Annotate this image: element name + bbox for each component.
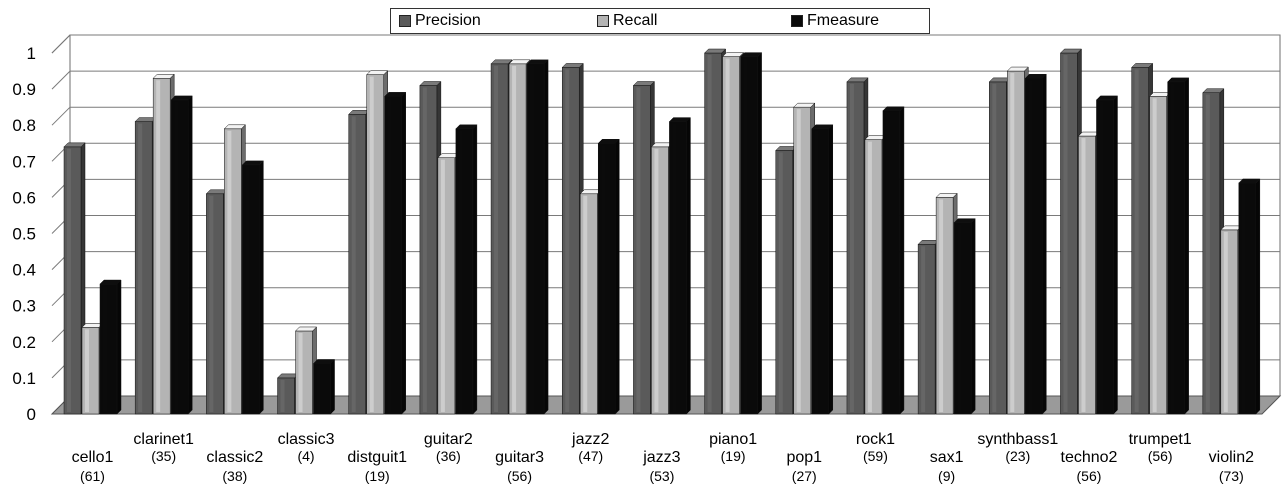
bar-fmeasure-jazz2: [597, 138, 620, 415]
gridline-side: [51, 34, 71, 54]
legend-item-precision: Precision: [399, 12, 481, 30]
bar-fmeasure-piano1: [739, 52, 763, 415]
x-tick-label: pop1: [786, 449, 822, 466]
y-tick-label: 1: [27, 44, 36, 63]
bar-fmeasure-classic3: [312, 358, 336, 415]
x-tick-label: cello1: [72, 449, 114, 466]
x-tick-count: (73): [1219, 468, 1244, 484]
x-tick-label: jazz2: [571, 431, 609, 448]
y-tick-label: 0.4: [12, 261, 36, 280]
x-tick-count: (56): [507, 468, 532, 484]
x-tick-label: clarinet1: [133, 431, 194, 448]
x-tick-label: rock1: [856, 431, 895, 448]
x-tick-count: (36): [436, 448, 461, 464]
x-tick-label: distguit1: [347, 449, 407, 466]
y-tick-label: 0.9: [12, 80, 36, 99]
legend-item-fmeasure: Fmeasure: [791, 12, 879, 30]
bar-fmeasure-sax1: [953, 218, 976, 415]
legend-item-recall: Recall: [597, 12, 657, 30]
x-tick-count: (23): [1005, 448, 1030, 464]
x-tick-count: (56): [1077, 468, 1102, 484]
bar-fmeasure-jazz3: [668, 116, 692, 415]
legend-swatch-recall: [597, 15, 609, 27]
y-tick-label: 0: [27, 405, 36, 424]
x-tick-count: (53): [649, 468, 674, 484]
legend-label-recall: Recall: [613, 12, 658, 29]
x-tick-label: techno2: [1061, 449, 1118, 466]
bar-fmeasure-cello1: [99, 279, 122, 415]
y-tick-label: 0.6: [12, 188, 36, 207]
x-tick-label: trumpet1: [1129, 431, 1192, 448]
x-tick-label: classic2: [206, 449, 263, 466]
bar-fmeasure-pop1: [811, 124, 834, 415]
x-tick-count: (61): [80, 468, 105, 484]
x-tick-count: (4): [297, 448, 314, 464]
x-tick-count: (38): [222, 468, 247, 484]
x-tick-label: synthbass1: [977, 431, 1058, 448]
y-tick-label: 0.5: [12, 225, 36, 244]
x-tick-label: guitar3: [495, 449, 544, 466]
x-tick-label: piano1: [709, 431, 757, 448]
bar-fmeasure-techno2: [1095, 95, 1119, 415]
x-tick-label: classic3: [278, 431, 335, 448]
bar-fmeasure-guitar3: [526, 59, 549, 415]
gridline-side: [51, 106, 71, 126]
legend-label-precision: Precision: [415, 12, 481, 29]
x-tick-count: (19): [365, 468, 390, 484]
y-tick-label: 0.3: [12, 297, 36, 316]
x-tick-count: (59): [863, 448, 888, 464]
x-tick-count: (47): [578, 448, 603, 464]
bar-fmeasure-rock1: [882, 106, 905, 415]
bar-fmeasure-guitar2: [455, 124, 478, 415]
bar-fmeasure-clarinet1: [170, 95, 193, 415]
legend-label-fmeasure: Fmeasure: [807, 12, 880, 29]
x-tick-label: guitar2: [424, 431, 473, 448]
y-tick-label: 0.2: [12, 333, 36, 352]
x-axis: cello1 (61) clarinet1(35) classic2 (38) class…: [72, 431, 1255, 484]
bar-fmeasure-distguit1: [384, 91, 407, 415]
bar-fmeasure-synthbass1: [1024, 73, 1047, 415]
y-tick-label: 0.7: [12, 152, 36, 171]
y-tick-label: 0.8: [12, 116, 36, 135]
bar-precision-cello1: [63, 142, 86, 415]
x-tick-label: sax1: [930, 449, 964, 466]
x-tick-count: (9): [938, 468, 955, 484]
legend: Precision Recall Fmeasure: [390, 8, 930, 34]
bar-fmeasure-classic2: [241, 160, 264, 415]
bar-fmeasure-violin2: [1238, 178, 1261, 415]
x-tick-count: (27): [792, 468, 817, 484]
legend-swatch-fmeasure: [791, 15, 803, 27]
bar-layer: [63, 48, 1261, 415]
legend-swatch-precision: [399, 15, 411, 27]
x-tick-label: jazz3: [642, 449, 680, 466]
x-tick-label: violin2: [1209, 449, 1254, 466]
x-tick-count: (56): [1148, 448, 1173, 464]
y-tick-label: 0.1: [12, 369, 36, 388]
gridline-side: [51, 70, 71, 90]
x-tick-count: (19): [721, 448, 746, 464]
bar-fmeasure-trumpet1: [1167, 77, 1190, 415]
x-tick-count: (35): [151, 448, 176, 464]
y-axis: 0 0.1 0.2 0.3 0.4 0.5 0.6 0.7 0.8 0.9 1: [12, 44, 36, 424]
